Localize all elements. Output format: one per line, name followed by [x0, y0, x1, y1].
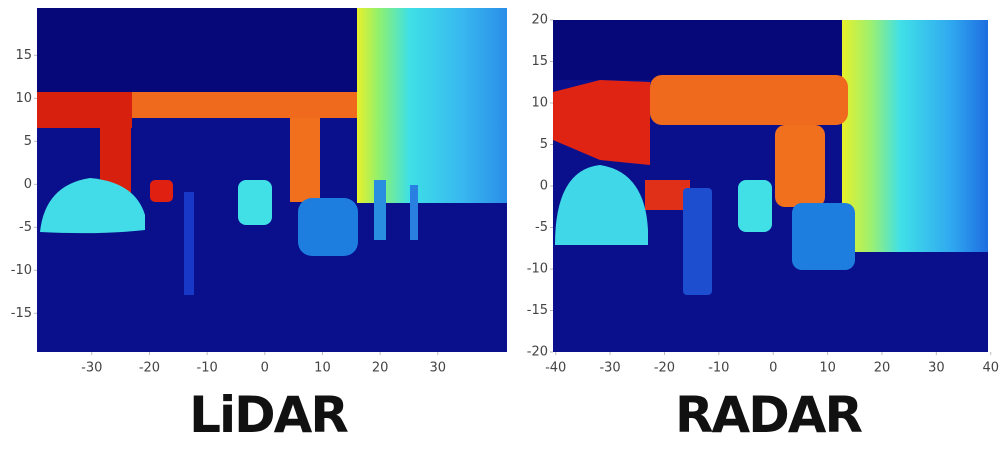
- y-tick-label: 10: [531, 96, 548, 111]
- y-tick-label: -15: [527, 303, 548, 318]
- y-tick-label: 15: [15, 48, 32, 63]
- x-tick-label: -10: [197, 361, 218, 376]
- y-tick-label: -15: [11, 306, 32, 321]
- x-tick-label: 30: [430, 361, 447, 376]
- y-tick-label: 20: [531, 13, 548, 28]
- x-tick-label: 10: [819, 361, 836, 376]
- x-tick-label: -20: [139, 361, 160, 376]
- y-tick-label: 15: [531, 54, 548, 69]
- panel-caption: RADAR: [675, 386, 862, 444]
- y-tick-label: 0: [24, 177, 32, 192]
- y-tick-label: -5: [535, 220, 548, 235]
- y-tick-label: 10: [15, 91, 32, 106]
- x-tick-label: -20: [654, 361, 675, 376]
- x-tick-label: 20: [372, 361, 389, 376]
- y-tick-label: -20: [527, 345, 548, 360]
- y-tick-label: 0: [540, 179, 548, 194]
- x-tick-label: 0: [769, 361, 777, 376]
- x-tick-label: -40: [545, 361, 566, 376]
- lidar-image: [37, 8, 507, 352]
- x-tick-label: -10: [708, 361, 729, 376]
- x-tick-label: 10: [314, 361, 331, 376]
- y-tick-label: 5: [540, 137, 548, 152]
- y-tick-label: -10: [11, 263, 32, 278]
- radar-image: [553, 20, 988, 352]
- x-tick-label: 40: [982, 361, 999, 376]
- y-tick-label: -10: [527, 262, 548, 277]
- x-tick-label: 0: [261, 361, 269, 376]
- x-tick-label: 30: [928, 361, 945, 376]
- x-tick-label: 20: [874, 361, 891, 376]
- x-tick-label: -30: [81, 361, 102, 376]
- y-tick-label: 5: [24, 134, 32, 149]
- y-tick-label: -5: [19, 220, 32, 235]
- panel-caption: LiDAR: [189, 386, 348, 444]
- x-tick-label: -30: [599, 361, 620, 376]
